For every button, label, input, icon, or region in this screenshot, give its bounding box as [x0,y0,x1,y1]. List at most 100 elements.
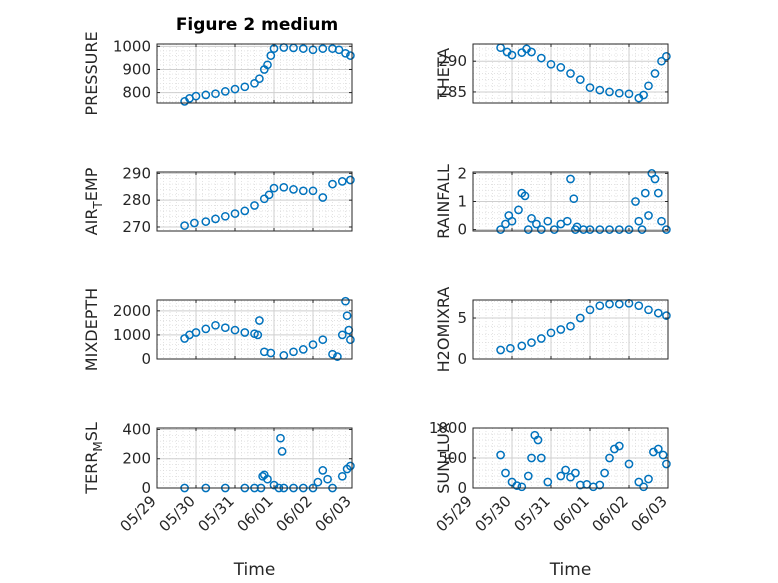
data-point [543,216,553,226]
y-tick-label: 1000 [429,419,467,437]
data-point [496,450,505,460]
data-point [289,185,298,194]
data-point [279,351,289,360]
data-point [496,43,505,53]
x-tick-label: 05/31 [195,492,238,535]
data-point [533,435,543,445]
figure-title: Figure 2 medium [176,15,338,35]
data-point [614,441,624,451]
y-tick-label: 5 [457,309,467,327]
data-point [220,211,230,221]
y-tick-label: 285 [438,83,467,101]
data-point [191,91,201,101]
data-point [277,447,287,456]
axes-box [472,299,669,360]
data-point [333,352,342,361]
data-point [201,324,211,334]
data-point [653,444,663,454]
data-point [605,87,614,97]
data-point [650,69,660,78]
data-point [600,468,609,478]
data-point [512,481,522,490]
y-tick-label: 1000 [113,326,151,344]
data-point [220,87,230,96]
data-point [595,85,605,95]
y-tick-label: 0 [141,350,151,368]
data-point [266,51,276,60]
subplot-3: 270 280 290 AIRTEMP [82,164,355,236]
data-point [496,225,505,234]
data-point [250,78,259,88]
data-point [255,316,264,325]
data-point [585,305,595,315]
x-tick-label: 06/02 [273,492,316,535]
data-point [276,433,285,443]
data-point [180,221,189,230]
data-point [211,214,220,224]
data-point [653,308,663,318]
data-point [211,89,220,99]
data-point [346,461,355,471]
data-point [644,81,653,91]
data-point [566,472,575,482]
data-point [266,348,276,358]
data-point [259,194,269,204]
y-tick-label: 1000 [113,37,151,55]
data-point [624,459,634,469]
x-tick-label: 05/29 [433,492,476,535]
data-point [279,43,289,52]
data-point [662,51,671,61]
y-tick-label: 500 [438,449,467,467]
data-point [346,51,355,60]
data-point [264,190,274,200]
data-point [263,474,272,484]
y-axis-label: THETA [434,48,453,100]
data-point [605,453,614,463]
data-point [318,466,328,475]
data-point [341,296,350,306]
data-point [211,320,220,330]
data-point [634,301,644,311]
y-tick-label: 290 [122,164,151,182]
axes-box [156,299,353,360]
x-tick-label: 05/30 [156,492,199,535]
data-point [341,48,350,58]
data-point [556,63,566,72]
y-tick-label: 0 [141,479,151,497]
data-point [269,183,279,193]
data-point [585,225,595,234]
data-point [605,225,614,234]
data-point [561,465,570,475]
data-point [520,191,530,201]
data-point [536,225,546,234]
y-tick-label: 400 [122,420,151,438]
data-point [662,459,671,469]
data-point [507,216,517,226]
x-tick-label: 06/03 [628,492,671,535]
y-tick-label: 270 [122,218,151,236]
data-point [543,477,553,487]
y-tick-label: 800 [122,84,151,102]
data-point [230,325,240,335]
y-tick-label: 900 [122,60,151,78]
data-point [532,219,541,229]
data-point [334,45,344,55]
data-point [496,345,505,355]
data-point [556,471,566,481]
data-point [614,225,624,234]
data-point [201,90,211,100]
data-point [298,186,308,196]
data-point [569,194,579,204]
y-tick-label: 2 [457,164,467,182]
y-axis-label: H2OMIXRA [434,287,453,373]
data-point [523,471,533,481]
x-tick-label: 05/30 [472,492,515,535]
data-point [614,299,624,309]
data-point [263,60,272,70]
data-point [634,216,644,226]
data-point [240,82,250,92]
data-point [230,84,240,94]
y-tick-label: 0 [457,350,467,368]
